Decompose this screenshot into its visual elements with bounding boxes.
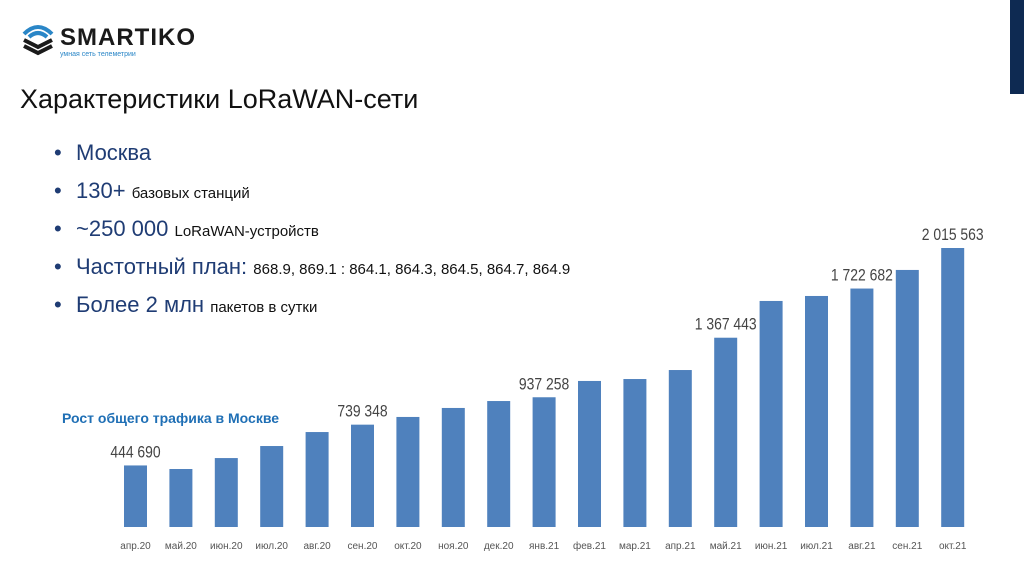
x-tick-label: авг.21: [848, 541, 876, 552]
bar: [759, 300, 783, 527]
bar: [668, 370, 692, 527]
bar: [532, 397, 556, 527]
bullet-item: • Москва: [54, 140, 152, 165]
x-tick-label: сен.20: [348, 541, 378, 552]
bullet-list: • Москва • 130+ базовых станций • ~250 000 …: [54, 140, 570, 330]
wifi-shield-icon: [22, 25, 54, 56]
x-tick-label: ноя.20: [438, 541, 469, 552]
x-tick-label: окт.20: [394, 541, 422, 552]
logo-name: SMARTIKO: [60, 24, 196, 51]
data-label: 444 690: [110, 443, 161, 462]
bar: [714, 337, 738, 527]
bar: [214, 458, 238, 527]
page-title: Характеристики LoRaWAN-сети: [20, 84, 419, 114]
chart-title: Рост общего трафика в Москве: [62, 410, 280, 426]
side-accent-bar: [1010, 0, 1024, 94]
x-tick-label: май.20: [165, 541, 197, 552]
x-tick-label: апр.21: [665, 541, 696, 552]
bullet-item: • ~250 000 LoRaWAN-устройств: [54, 216, 319, 241]
x-tick-label: дек.20: [484, 541, 514, 552]
x-tick-label: май.21: [710, 541, 742, 552]
bar: [396, 416, 420, 527]
data-label: 2 015 563: [922, 226, 984, 245]
bar: [623, 379, 647, 527]
bullet-item: • Более 2 млн пакетов в сутки: [54, 292, 318, 317]
x-tick-label: июл.21: [800, 541, 833, 552]
x-tick-label: янв.21: [529, 541, 560, 552]
data-label: 937 258: [519, 375, 569, 394]
data-label: 1 367 443: [695, 315, 757, 334]
bar: [805, 295, 828, 527]
x-tick-label: июн.20: [210, 541, 243, 552]
bar: [169, 469, 193, 527]
bullet-item: • 130+ базовых станций: [54, 178, 250, 203]
x-tick-label: сен.21: [892, 541, 922, 552]
bar: [124, 465, 147, 527]
logo-tagline: умная сеть телеметрии: [60, 51, 136, 58]
bar: [487, 401, 511, 527]
bar: [260, 446, 284, 527]
data-label: 739 348: [337, 402, 387, 421]
x-tick-label: июн.21: [755, 541, 788, 552]
x-tick-label: окт.21: [939, 541, 967, 552]
bar: [895, 269, 919, 527]
x-tick-label: фев.21: [573, 540, 606, 552]
bar: [305, 432, 329, 527]
bar: [578, 380, 601, 527]
x-tick-label: июл.20: [255, 541, 288, 552]
x-tick-label: авг.20: [303, 541, 331, 552]
x-tick-label: апр.20: [120, 541, 151, 552]
bar: [941, 248, 965, 527]
x-tick-label: мар.21: [619, 541, 651, 552]
bar: [351, 424, 374, 527]
data-label: 1 722 682: [831, 266, 893, 285]
bar: [850, 288, 874, 527]
bar: [441, 407, 465, 527]
bullet-item: • Частотный план: 868.9, 869.1 : 864.1, 8…: [54, 254, 571, 279]
